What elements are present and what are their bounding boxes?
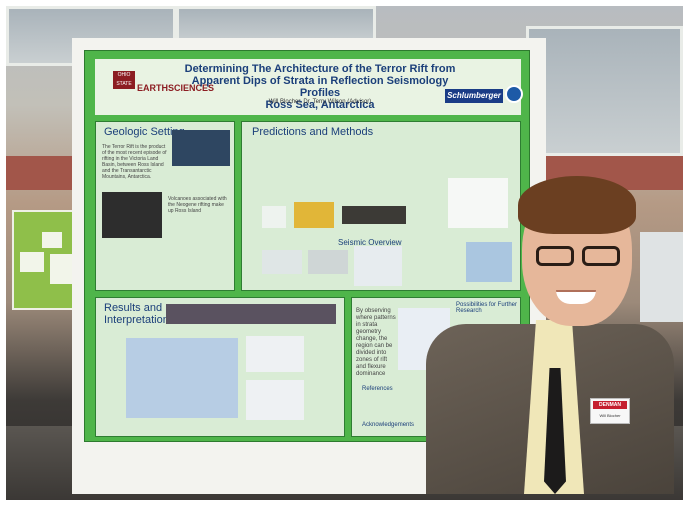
section-title: Acknowledgements bbox=[362, 422, 415, 428]
badge-name: Will Blocher bbox=[599, 413, 621, 418]
seismic-map bbox=[354, 246, 402, 286]
panel-predictions: Predictions and Methods Seismic Overview bbox=[241, 121, 521, 291]
smile bbox=[556, 290, 596, 304]
diagram bbox=[294, 202, 334, 228]
section-text: Volcanoes associated with the Neogene ri… bbox=[168, 196, 227, 214]
side-poster-left bbox=[12, 210, 82, 310]
poster-title: Determining The Architecture of the Terr… bbox=[184, 63, 456, 111]
glasses bbox=[532, 246, 624, 268]
results-map bbox=[126, 338, 238, 418]
section-title: References bbox=[362, 386, 393, 392]
seismic-profile bbox=[166, 304, 336, 324]
diagram bbox=[448, 178, 508, 228]
histogram bbox=[246, 380, 304, 420]
badge-org: DENMAN bbox=[593, 401, 627, 409]
name-badge: DENMAN Will Blocher bbox=[590, 398, 630, 424]
diagram bbox=[342, 206, 406, 224]
seismic-map bbox=[466, 242, 512, 282]
satellite-image bbox=[102, 192, 162, 238]
section-title: Possibilities for Further Research bbox=[456, 302, 518, 314]
panel-geologic: Geologic Setting The Terror Rift is the … bbox=[95, 121, 235, 291]
poster-authors: Will Blocher, Dr. Terry Wilson (Advisor) bbox=[268, 99, 372, 105]
window bbox=[526, 26, 683, 156]
university-logo: OHIO STATE bbox=[113, 71, 135, 89]
section-title: Results and Interpretation bbox=[104, 302, 169, 326]
diagram bbox=[262, 206, 286, 228]
side-poster-right bbox=[640, 232, 683, 322]
sponsor-logo: Schlumberger bbox=[445, 89, 503, 103]
section-title: Geologic Setting bbox=[104, 126, 185, 138]
seismic-image bbox=[308, 250, 348, 274]
section-text: The Terror Rift is the product of the mo… bbox=[102, 144, 167, 180]
seismic-image bbox=[262, 250, 302, 274]
poster-subtitle: Ross Sea, Antarctica bbox=[265, 99, 375, 111]
department-logo: EARTHSCIENCES bbox=[137, 83, 215, 93]
tie bbox=[544, 368, 566, 494]
map-image bbox=[172, 130, 230, 166]
section-title: Seismic Overview bbox=[338, 238, 402, 247]
section-title: Predictions and Methods bbox=[252, 126, 374, 138]
title-banner: OHIO STATE EARTHSCIENCES Determining The… bbox=[95, 59, 523, 115]
section-text: By observing where patterns in strata ge… bbox=[356, 308, 396, 377]
hair bbox=[518, 176, 636, 234]
presenter: DENMAN Will Blocher bbox=[412, 176, 677, 494]
panel-results: Results and Interpretation bbox=[95, 297, 345, 437]
histogram bbox=[246, 336, 304, 372]
nsf-logo bbox=[505, 85, 523, 103]
